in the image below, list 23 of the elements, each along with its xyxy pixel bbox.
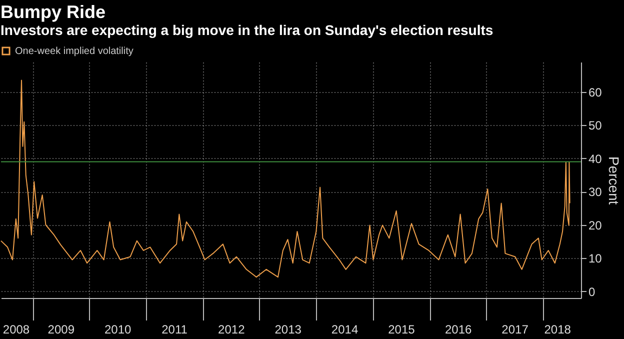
x-tick-label: 2011 <box>162 322 188 336</box>
chart-subtitle: Investors are expecting a big move in the lira on Sunday's election results <box>0 22 494 38</box>
x-tick-label: 2018 <box>544 322 572 336</box>
x-tick-label: 2015 <box>388 322 416 336</box>
y-tick-label: 10 <box>588 252 602 266</box>
y-tick-label: 30 <box>588 185 602 200</box>
chart-title: Bumpy Ride <box>0 2 106 22</box>
y-axis-title: Percent <box>606 156 622 205</box>
x-tick-label: 2017 <box>502 322 529 336</box>
y-tick-label: 0 <box>588 284 596 299</box>
x-tick-label: 2016 <box>444 322 472 336</box>
x-tick-label: 2009 <box>48 322 75 336</box>
x-tick-label: 2013 <box>274 322 302 336</box>
x-tick-label: 2010 <box>104 322 132 336</box>
y-tick-label: 50 <box>588 118 602 133</box>
y-tick-label: 20 <box>588 218 602 232</box>
y-tick-label: 40 <box>588 152 602 166</box>
y-tick-label: 60 <box>588 85 602 100</box>
x-tick-label: 2012 <box>218 322 246 336</box>
legend-label: One-week implied volatility <box>15 46 134 57</box>
x-tick-label: 2008 <box>2 322 30 336</box>
x-tick-label: 2014 <box>331 322 358 336</box>
line-series <box>0 80 570 278</box>
